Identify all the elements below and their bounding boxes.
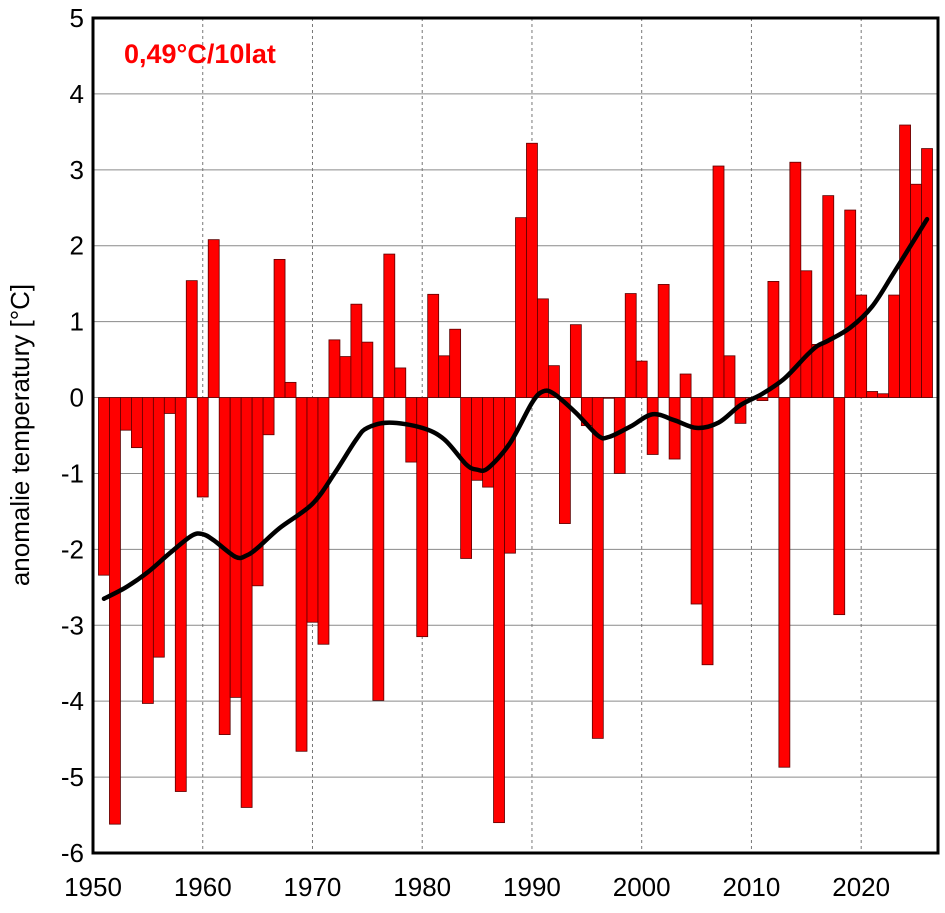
trend-annotation: 0,49°C/10lat [124, 39, 276, 69]
bar-1997 [602, 397, 615, 399]
bar-1992 [548, 365, 560, 398]
bar-1987 [493, 397, 505, 824]
bar-2019 [844, 209, 857, 398]
y-tick-label: 5 [70, 3, 84, 33]
bar-1969 [295, 397, 308, 752]
y-tick-label: -2 [61, 534, 84, 564]
bar-2004 [679, 373, 692, 398]
bar-1971 [317, 397, 330, 645]
bar-2008 [723, 355, 736, 398]
x-tick-label: 1950 [64, 872, 122, 902]
bar-2026 [921, 148, 933, 398]
y-tick-label: -6 [61, 838, 84, 868]
trend-line [101, 216, 930, 601]
bar-1976 [372, 397, 385, 701]
bar-1980 [416, 397, 429, 638]
bar-1964 [240, 397, 253, 808]
bar-1951 [98, 397, 110, 576]
bar-1977 [383, 253, 396, 398]
x-tick-label: 1970 [284, 872, 342, 902]
bar-2025 [910, 183, 922, 398]
x-tick-label: 2020 [832, 872, 890, 902]
bar-1991 [537, 298, 549, 398]
y-tick-label: 1 [70, 307, 84, 337]
bar-1983 [449, 328, 462, 398]
bar-1952 [109, 397, 121, 825]
bar-1999 [624, 293, 637, 398]
bar-1986 [482, 397, 494, 488]
y-tick-label: 3 [70, 155, 84, 185]
bar-2021 [866, 391, 879, 398]
bars [98, 124, 933, 825]
bar-2001 [646, 397, 659, 455]
y-tick-label: 4 [70, 79, 84, 109]
bar-2016 [811, 344, 824, 398]
bar-2015 [800, 270, 813, 398]
bar-1961 [207, 239, 220, 398]
bar-1988 [504, 397, 516, 554]
bar-1968 [284, 381, 297, 398]
bar-2007 [712, 165, 725, 398]
bar-1975 [361, 341, 374, 398]
x-tick-label: 1980 [393, 872, 451, 902]
bar-1972 [328, 339, 341, 398]
bar-1957 [163, 397, 176, 414]
bar-2017 [822, 195, 835, 398]
bar-2020 [855, 294, 868, 398]
y-tick-label: -4 [61, 686, 84, 716]
bar-1978 [394, 367, 407, 398]
bar-1956 [152, 397, 165, 658]
bar-1984 [460, 397, 473, 559]
bar-1979 [405, 397, 418, 463]
bar-2002 [657, 284, 670, 398]
x-tick-label: 1960 [174, 872, 232, 902]
bar-2012 [767, 281, 780, 398]
bar-1996 [591, 397, 604, 739]
bar-1989 [515, 217, 527, 398]
bar-1959 [185, 280, 198, 398]
bar-2013 [778, 397, 791, 768]
y-tick-label: 0 [70, 383, 84, 413]
bar-1994 [569, 324, 582, 398]
bar-1955 [141, 397, 154, 704]
y-tick-label: -5 [61, 762, 84, 792]
bar-2003 [668, 397, 681, 460]
y-axis-label: anomalie temperatury [°C] [5, 284, 35, 586]
x-tick-label: 1990 [503, 872, 561, 902]
bar-2023 [888, 294, 900, 398]
bar-2022 [877, 393, 890, 398]
bar-1963 [229, 397, 242, 698]
bar-1958 [174, 397, 187, 792]
bar-1960 [196, 397, 209, 498]
bar-1973 [339, 356, 352, 398]
bar-1974 [350, 303, 363, 398]
y-tick-labels: 5 4 3 2 1 0 -1 -2 -3 -4 -5 -6 [61, 3, 84, 868]
x-tick-label: 2000 [613, 872, 671, 902]
bar-1962 [218, 397, 231, 735]
bar-1953 [120, 397, 132, 431]
bar-1993 [558, 397, 571, 524]
x-tick-labels: 1950 1960 1970 1980 1990 2000 2010 2020 [64, 872, 890, 902]
bar-2006 [701, 397, 714, 666]
bar-2000 [635, 360, 648, 398]
bar-1965 [251, 397, 264, 587]
bar-1981 [427, 293, 440, 398]
y-tick-label: -3 [61, 610, 84, 640]
bar-1954 [131, 397, 143, 449]
y-tick-label: -1 [61, 458, 84, 488]
y-tick-label: 2 [70, 231, 84, 261]
bar-1967 [273, 258, 286, 398]
plot-frame [91, 16, 940, 855]
x-tick-label: 2010 [723, 872, 781, 902]
bar-1982 [438, 355, 451, 398]
bar-1990 [526, 142, 538, 398]
bar-1966 [262, 397, 275, 436]
bar-2018 [833, 397, 846, 616]
